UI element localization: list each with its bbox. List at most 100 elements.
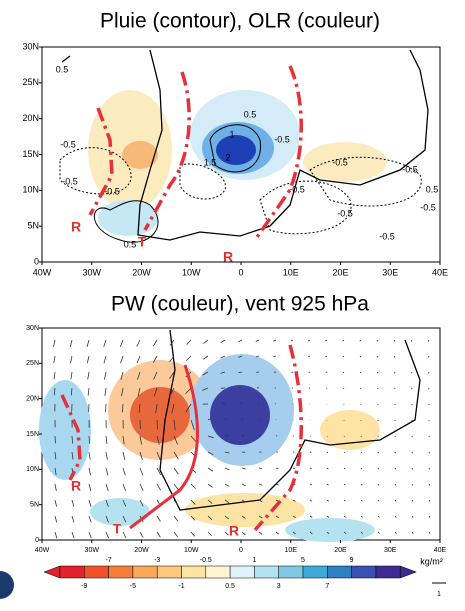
wind-vector (275, 483, 279, 486)
wind-vector (292, 499, 296, 502)
wind-vector (207, 515, 213, 520)
wind-vector (394, 483, 397, 486)
wind-vector (411, 371, 413, 374)
wind-vector (309, 467, 312, 470)
wind-vector (241, 434, 245, 437)
wind-vector (54, 499, 57, 507)
wind-vector (119, 339, 124, 347)
y-tick-label: 5N (27, 221, 39, 231)
map-1 (41, 46, 441, 263)
x-tick-label: 0 (238, 267, 243, 277)
wind-vector (86, 355, 90, 364)
wind-vector (224, 483, 230, 487)
wind-vector (71, 531, 75, 539)
y-tick-label: 20N (22, 113, 39, 123)
wind-vector (169, 355, 175, 363)
wind-vector (173, 451, 179, 460)
wind-vector (139, 435, 142, 445)
y-tick-label: 25N (22, 77, 39, 87)
wind-vector (88, 515, 92, 523)
y-tick-label: 15N (22, 149, 39, 159)
wind-vector (171, 403, 175, 414)
wind-vector (428, 531, 431, 534)
wind-vector (343, 467, 346, 470)
contour-label: -0.5 (289, 184, 305, 194)
wind-vector (428, 483, 431, 486)
wind-vector (70, 355, 73, 364)
x-tick-label: 30W (85, 547, 100, 554)
wind-vector (121, 403, 124, 413)
wind-vector (53, 387, 56, 396)
y-tick-label: 0 (35, 537, 39, 544)
wind-vector (377, 467, 380, 470)
wind-vector (411, 467, 414, 470)
colorbar-label: -0.5 (200, 557, 212, 564)
y-tick-label: 15N (26, 431, 39, 438)
y-tick-label: 5N (30, 502, 39, 509)
contour-label: -0.5 (402, 164, 418, 174)
wind-vector (105, 467, 109, 476)
contour-label: -0.5 (332, 157, 348, 167)
wind-vector (292, 515, 296, 519)
wind-vector (241, 467, 246, 470)
x-tick-label: 10W (182, 267, 201, 277)
wind-vector (88, 531, 92, 539)
wind-vector (292, 531, 296, 535)
wind-vector (152, 339, 158, 347)
wind-vector (410, 355, 413, 358)
wind-vector (360, 451, 363, 454)
wind-vector (103, 339, 107, 347)
x-tick-label: 30E (382, 267, 398, 277)
y-tick-label: 0 (34, 256, 39, 266)
wind-vector (121, 387, 124, 397)
wind-vector (394, 467, 397, 470)
colorbar-unit: kg/m² (420, 556, 443, 566)
wind-vector (255, 339, 260, 342)
wind-vector (185, 387, 192, 395)
colorbar-segment (205, 565, 231, 579)
wind-vector (258, 435, 261, 437)
wind-vector (308, 371, 311, 373)
wind-vector (136, 339, 141, 347)
wind-vector (71, 499, 75, 507)
wind-vector (70, 371, 73, 380)
y-tick-label: 20N (26, 396, 39, 403)
x-tick-label: 10W (184, 547, 199, 554)
colorbar-segment (302, 565, 328, 579)
wind-vector (342, 355, 345, 358)
wind-vector (224, 467, 230, 471)
wind-vector (86, 339, 90, 347)
colorbar-label: 0.5 (225, 583, 235, 590)
wind-vector (70, 387, 73, 396)
contour-label: 0.5 (124, 239, 137, 249)
wind-vector (169, 339, 175, 346)
wind-vector (103, 371, 107, 380)
wind-vector (88, 451, 91, 460)
x-tick-label: 10E (285, 547, 298, 554)
wind-vector (220, 355, 226, 359)
wind-vector (241, 531, 246, 536)
wind-vector (53, 371, 56, 380)
wind-vector (394, 371, 396, 374)
x-tick-label: 20W (134, 547, 149, 554)
wind-vector (207, 531, 212, 537)
wind-vector (258, 515, 263, 519)
wind-vector (325, 339, 328, 342)
wind-vector (275, 467, 279, 470)
annotation: R (71, 219, 81, 235)
map-2 (39, 327, 441, 542)
wind-vector (207, 435, 214, 439)
wind-vector (122, 515, 127, 523)
wind-vector (290, 339, 294, 342)
wind-vector (427, 355, 430, 358)
wind-vector (105, 483, 109, 492)
contour-label: 1 (229, 129, 234, 139)
wind-vector (342, 371, 345, 374)
colorbar-label: 9 (350, 557, 354, 564)
wind-vector (258, 531, 263, 535)
wind-vector (122, 483, 126, 492)
contour-label: -0.5 (274, 134, 290, 144)
wind-vector (325, 371, 328, 374)
wind-vector (139, 531, 144, 538)
wind-vector (122, 467, 126, 476)
